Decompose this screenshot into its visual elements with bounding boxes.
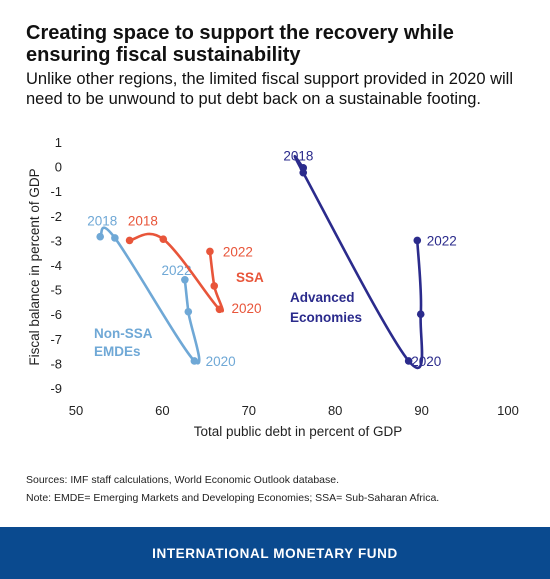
y-tick-label: -8 bbox=[50, 356, 62, 371]
data-point bbox=[404, 357, 413, 365]
series-name-label: Non-SSA bbox=[94, 326, 153, 341]
x-tick-label: 90 bbox=[414, 403, 428, 418]
y-tick-label: -2 bbox=[50, 209, 62, 224]
point-year-label: 2022 bbox=[427, 233, 457, 248]
data-point bbox=[190, 357, 199, 365]
sources-text: Sources: IMF staff calculations, World E… bbox=[26, 474, 340, 486]
footer-label: INTERNATIONAL MONETARY FUND bbox=[152, 545, 398, 561]
y-tick-label: -3 bbox=[50, 233, 62, 248]
x-tick-label: 70 bbox=[242, 403, 256, 418]
series-name-label: SSA bbox=[236, 270, 264, 285]
y-tick-label: 1 bbox=[55, 135, 62, 150]
series-line bbox=[293, 154, 424, 370]
note-text: Note: EMDE= Emerging Markets and Develop… bbox=[26, 492, 440, 504]
x-tick-label: 50 bbox=[69, 403, 83, 418]
y-tick-label: -1 bbox=[50, 184, 62, 199]
data-point bbox=[181, 275, 189, 284]
point-year-label: 2018 bbox=[128, 214, 158, 229]
footer-bar: INTERNATIONAL MONETARY FUND bbox=[0, 527, 550, 579]
data-point bbox=[111, 234, 119, 242]
data-point bbox=[159, 235, 168, 243]
data-point bbox=[184, 307, 193, 316]
y-tick-label: -4 bbox=[50, 258, 62, 273]
point-year-label: 2022 bbox=[223, 244, 253, 259]
series-name-label: EMDEs bbox=[94, 344, 141, 359]
data-point bbox=[210, 282, 219, 290]
data-point bbox=[299, 168, 308, 177]
y-tick-label: -7 bbox=[50, 332, 62, 347]
data-point bbox=[416, 310, 425, 319]
data-point bbox=[125, 236, 134, 245]
x-axis-label: Total public debt in percent of GDP bbox=[194, 424, 403, 439]
y-tick-label: -6 bbox=[50, 307, 62, 322]
scatter-chart: 1 0 -1 -2 -3 -4 -5 -6 -7 -8 -9 50 60 70 80 90 100 Total p… bbox=[27, 135, 519, 439]
y-tick-label: 0 bbox=[55, 160, 62, 175]
data-point bbox=[215, 305, 224, 314]
chart-subtitle: Unlike other regions, the limited fiscal… bbox=[26, 70, 513, 108]
point-year-label: 2020 bbox=[232, 301, 262, 316]
x-tick-label: 100 bbox=[497, 403, 519, 418]
x-tick-label: 60 bbox=[155, 403, 169, 418]
data-point bbox=[96, 232, 104, 241]
point-year-label: 2018 bbox=[283, 149, 313, 164]
y-axis-label: Fiscal balance in percent of GDP bbox=[27, 168, 42, 365]
series-name-label: Advanced bbox=[290, 290, 355, 305]
point-year-label: 2020 bbox=[411, 354, 441, 369]
data-point bbox=[206, 247, 214, 256]
notes: Sources: IMF staff calculations, World E… bbox=[26, 471, 536, 507]
y-tick-label: -5 bbox=[50, 283, 62, 298]
point-year-label: 2018 bbox=[87, 214, 117, 229]
series-line bbox=[98, 226, 201, 365]
y-tick-label: -9 bbox=[50, 381, 62, 396]
point-year-label: 2022 bbox=[162, 263, 192, 278]
series-name-label: Economies bbox=[290, 310, 362, 325]
data-point bbox=[413, 236, 422, 245]
x-tick-label: 80 bbox=[328, 403, 342, 418]
point-year-label: 2020 bbox=[206, 354, 236, 369]
chart-title: Creating space to support the recovery w… bbox=[26, 22, 454, 66]
